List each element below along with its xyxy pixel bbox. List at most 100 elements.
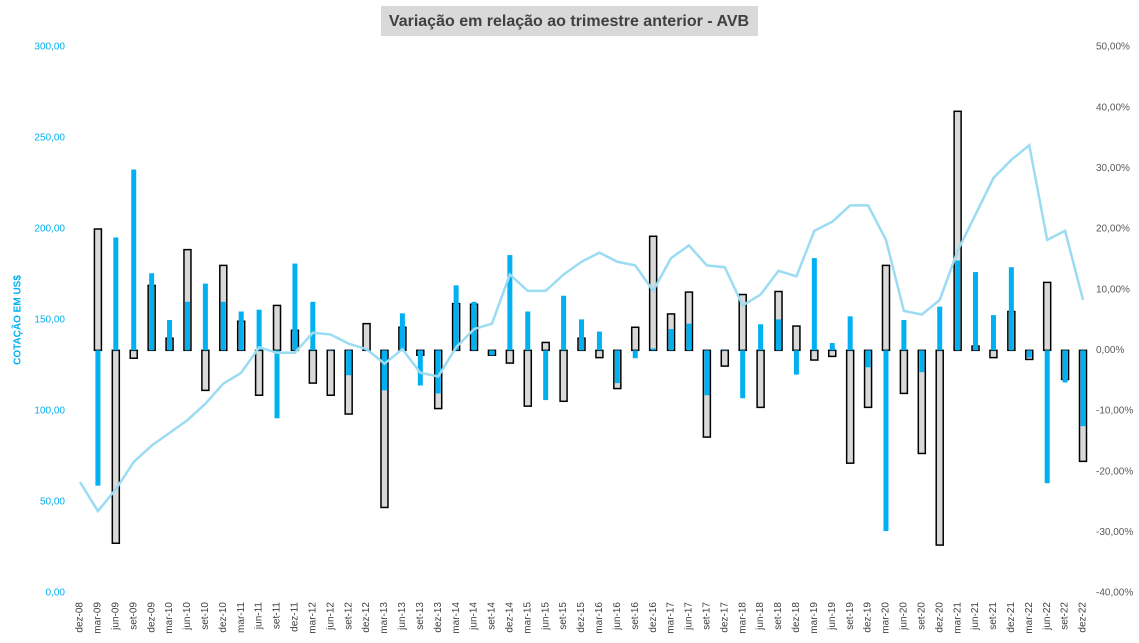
x-tick-label: set-10 [200,602,211,630]
bar [973,272,979,351]
bar [810,349,819,361]
x-tick-label: set-12 [343,602,354,630]
bar [129,349,138,359]
bar [507,255,513,351]
x-tick-label: dez-17 [719,602,730,633]
bar [95,350,101,486]
bar [811,258,817,351]
x-tick-label: dez-19 [863,602,874,633]
x-tick-label: dez-20 [934,602,945,633]
bar [184,301,190,351]
bar [559,349,568,403]
bar [1042,281,1052,352]
bar [596,331,602,351]
bar [1044,350,1050,484]
y-tick-label: 200,00 [34,224,65,235]
bar [381,350,387,391]
bar [1062,350,1068,383]
bar [274,350,280,419]
bar [828,349,837,358]
x-tick-label: set-15 [558,602,569,630]
bar [93,228,103,352]
y-axis-label: COTAÇÃO EM US$ [11,275,24,365]
bar [595,349,604,359]
bar [776,319,782,351]
x-tick-label: mar-17 [666,602,677,634]
bar [881,264,891,352]
bar [111,349,121,545]
x-tick-label: set-14 [487,602,498,630]
bar [201,349,210,392]
bar [738,293,747,352]
bar [254,349,264,396]
bar [901,320,907,351]
bar [650,348,656,351]
x-tick-label: dez-09 [146,602,157,633]
x-tick-label: mar-13 [379,602,390,634]
bar [630,326,640,352]
bar [989,349,998,359]
x-tick-label: dez-12 [361,602,372,633]
x-tick-label: jun-18 [755,602,766,631]
x-tick-label: jun-14 [469,602,480,631]
x-tick-label: mar-16 [594,602,605,634]
bar [632,350,638,359]
y2-tick-label: -10,00% [1096,406,1133,417]
bar [202,283,208,351]
x-tick-label: set-18 [773,602,784,630]
y2-tick-label: 50,00% [1096,42,1130,53]
bar [865,350,871,368]
bar [919,350,925,373]
bar [346,350,352,376]
x-tick-label: mar-15 [522,602,533,634]
bar [505,349,515,364]
y-tick-label: 50,00 [40,497,65,508]
x-tick-label: set-17 [702,602,713,630]
x-tick-label: mar-14 [451,602,462,634]
bar [310,301,316,351]
bar [1026,350,1032,358]
y2-tick-label: -40,00% [1096,588,1133,599]
x-tick-label: dez-21 [1006,602,1017,633]
bar [740,350,746,399]
x-tick-label: jun-13 [397,602,408,631]
x-tick-label: dez-10 [218,602,229,633]
price-line [78,142,1085,514]
title-box [381,6,758,36]
bar [953,110,962,352]
bar [1008,267,1014,351]
y-tick-label: 250,00 [34,133,65,144]
bar [704,350,710,396]
x-tick-label: mar-10 [164,602,175,634]
x-tick-label: mar-19 [809,602,820,634]
x-tick-label: mar-12 [307,602,318,634]
x-tick-label: mar-22 [1024,602,1035,634]
y-tick-label: 150,00 [34,315,65,326]
x-tick-label: jun-16 [612,602,623,631]
bar [937,306,943,351]
bar [523,349,533,407]
bar [1080,350,1086,427]
x-tick-label: dez-15 [576,602,587,633]
bar [149,273,155,351]
bar [758,324,764,351]
bar [792,325,801,352]
y-tick-label: 100,00 [34,406,65,417]
bar [579,319,584,351]
x-tick-label: set-22 [1060,602,1071,630]
bar [686,323,692,351]
x-tick-label: dez-22 [1078,602,1089,633]
x-tick-label: dez-11 [290,602,301,632]
bar [543,350,549,401]
x-tick-label: set-13 [415,602,426,630]
bar [238,311,244,351]
bar [990,315,996,351]
x-tick-label: dez-18 [791,602,802,633]
y2-tick-label: 40,00% [1096,102,1130,113]
x-tick-label: jun-10 [182,602,193,631]
bar [131,169,137,351]
bar [328,350,334,351]
x-tick-label: jun-12 [325,602,336,631]
x-tick-label: jun-21 [970,602,981,631]
bar [220,301,226,351]
